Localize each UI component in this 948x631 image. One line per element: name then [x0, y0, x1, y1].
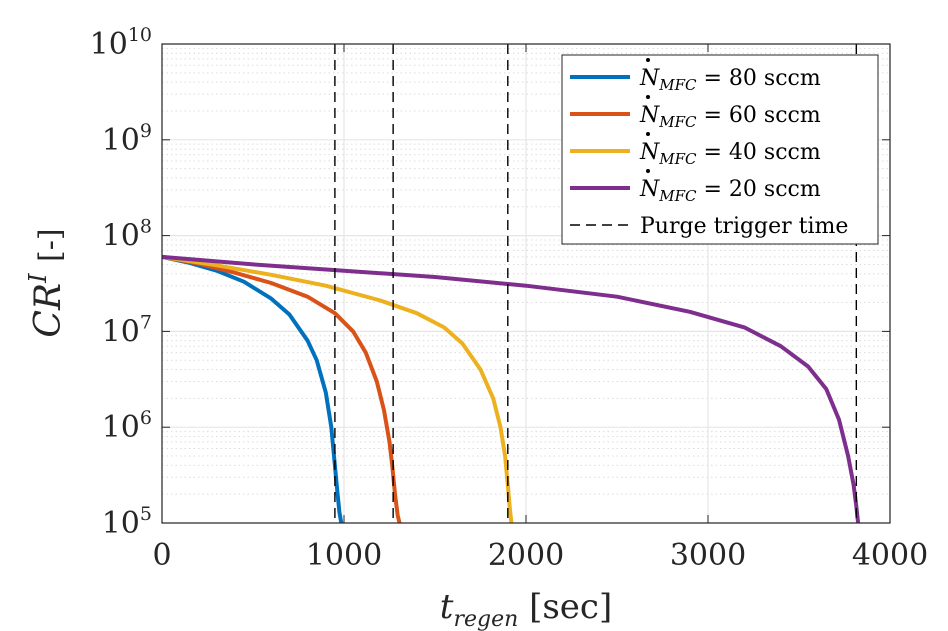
legend-dot-accent	[646, 95, 650, 99]
y-tick-label: 1010	[90, 24, 152, 62]
y-tick-label: 108	[102, 216, 152, 254]
legend-dot-accent	[646, 132, 650, 136]
legend-entry: NMFC = 80 sccm	[639, 66, 821, 94]
y-tick-labels: 105 106 107 108 109 1010	[90, 24, 152, 541]
legend-dot-accent	[646, 169, 650, 173]
series-line	[161, 254, 514, 524]
y-axis-superscript: I	[24, 273, 52, 284]
legend: NMFC = 80 sccm NMFC = 60 sccm NMFC = 40 sc…	[561, 54, 879, 245]
y-tick-label: 109	[102, 120, 152, 158]
y-axis-unit: [-]	[33, 228, 68, 262]
legend-entry: NMFC = 60 sccm	[639, 103, 821, 131]
legend-entry-purge: Purge trigger time	[640, 214, 848, 239]
axis-ticks	[161, 43, 891, 524]
legend-dot-accent	[646, 58, 650, 62]
y-tick-label: 105	[102, 503, 152, 541]
series-line	[161, 254, 344, 524]
y-axis-label: CRI [-]	[24, 228, 69, 337]
x-tick-label: 0	[152, 538, 171, 573]
x-tick-label: 2000	[488, 538, 564, 573]
x-axis-subscript: regen	[453, 607, 518, 631]
series-line	[161, 254, 861, 524]
x-tick-label: 1000	[306, 538, 382, 573]
y-tick-label: 106	[102, 407, 152, 445]
x-tick-labels: 0 1000 2000 3000 4000	[152, 538, 928, 573]
series-lines	[161, 254, 861, 524]
x-axis-label: tregen [sec]	[440, 587, 612, 631]
y-tick-label: 107	[102, 311, 152, 349]
x-tick-label: 4000	[852, 538, 928, 573]
x-tick-label: 3000	[670, 538, 746, 573]
legend-entry: NMFC = 20 sccm	[639, 177, 821, 205]
y-axis-symbol: CR	[28, 283, 69, 338]
x-axis-unit: [sec]	[529, 587, 612, 627]
legend-entry: NMFC = 40 sccm	[639, 140, 821, 168]
x-axis-symbol: t	[440, 587, 454, 627]
series-line	[161, 254, 402, 524]
